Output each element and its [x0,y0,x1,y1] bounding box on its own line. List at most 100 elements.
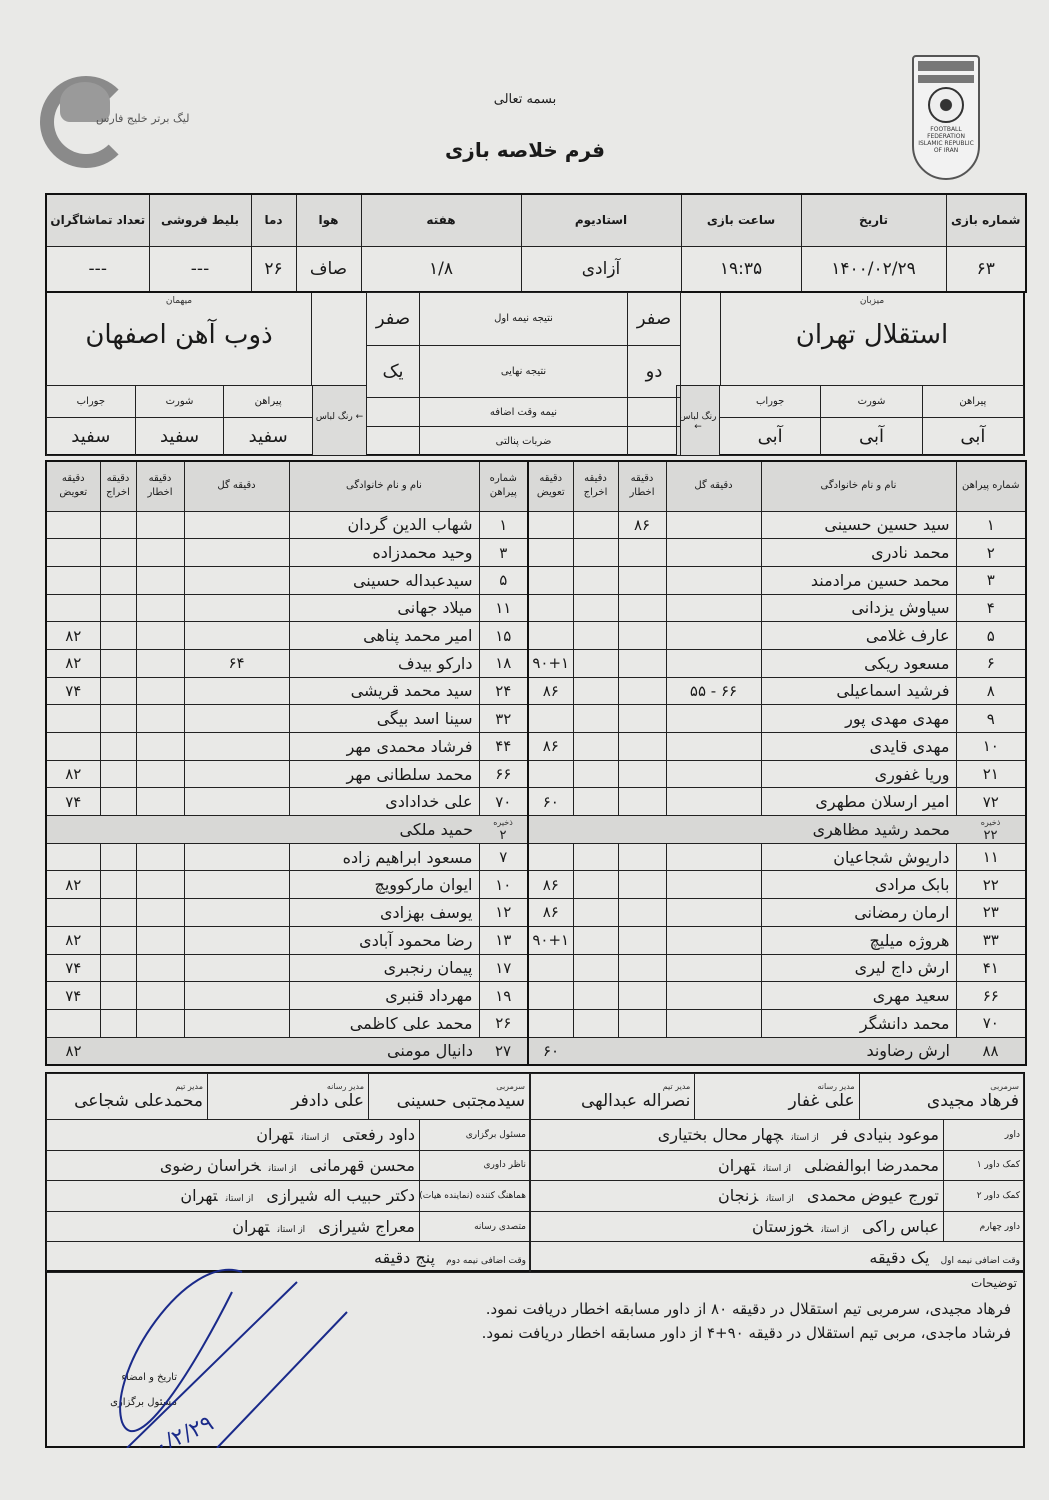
sub-minute [527,593,574,623]
teams-block: میزبان استقلال تهران پیراهن شورت جوراب آبی آ… [45,292,1025,456]
sub-minute: ۹۰+۱ [527,925,574,955]
federation-logo: FOOTBALL FEDERATION ISLAMIC REPUBLIC OF … [912,55,980,180]
player-name: محمد علی کاظمی [288,1008,480,1038]
sub-minute [45,538,101,567]
official-province: تهران [718,1155,756,1175]
player-row: ۷۰ علی خدادادی ۷۴ [45,787,529,817]
player-number: ۲۳ [955,898,1027,927]
red-minute [572,510,619,540]
result-label: ضربات پنالتی [419,426,628,456]
sub-minute [527,510,574,540]
player-row: ۱۰ مهدی قایدی ۸۶ [527,732,1027,761]
goal-minute [665,648,762,678]
host-kit-item-label: جوراب [718,385,822,418]
player-name: وریا غفوری [760,759,957,789]
red-minute [572,648,619,678]
guest-staff-table: سرمربی سیدمجتبی حسینی مدیر رسانه علی دادفر م… [46,1073,530,1120]
host-staff-2: مدیر تیم نصراله عبدالهی [529,1073,696,1120]
yellow-minute: ۸۶ [617,510,667,540]
result-label: نتیجه نهایی [419,344,628,399]
player-name: شهاب الدین گردان [288,510,480,540]
guest-kit: پیراهن شورت جوراب سفید سفید سفید [46,385,313,456]
official-role: داور چهارم [943,1210,1024,1243]
goal-minute [183,510,290,540]
goal-minute [183,676,290,706]
official-entry: داود رفعتی از استان تهران [46,1119,420,1151]
yellow-minute [135,593,185,623]
guest-kit-item-value: سفید [223,417,313,456]
player-name: هروژه میلیچ [760,925,957,955]
header-red: دقیقه اخراج [572,460,619,512]
player-name: بابک مرادی [760,870,957,900]
staff-name: نصراله عبدالهی [580,1091,691,1111]
sub-minute [527,759,574,789]
goal-minute [665,593,762,623]
goal-minute [183,870,290,900]
player-number-cell: ذخیره ۲ [479,815,529,844]
player-row: ۷۰ محمد دانشگر [527,1008,1027,1038]
red-minute [572,621,619,650]
player-row: ذخیره ۲۲ محمد رشید مظاهری [527,815,1027,844]
official-name: محمدرضا ابوالفضلی [804,1155,939,1175]
yellow-minute [135,648,185,678]
host-staff-1: مدیر رسانه علی غفار [694,1073,860,1120]
red-minute [99,648,137,678]
official-role: داور [943,1119,1024,1151]
yellow-minute [617,565,667,595]
player-number: ۴ [955,593,1027,623]
player-name: داریوش شجاعیان [760,842,957,872]
province-label: از استان [277,1225,306,1236]
match-info-label: تاریخ [800,193,947,247]
goal-minute [183,925,290,955]
player-number: ۹ [955,704,1027,733]
official-province: خوزستان [752,1217,814,1237]
official-role: کمک داور ۲ [943,1180,1024,1212]
match-info-value: ۱/۸ [360,245,522,293]
player-row: ۸ فرشید اسماعیلی ۶۶ - ۵۵ ۸۶ [527,676,1027,706]
goal-minute [665,565,762,595]
official-province: خراسان رضوی [159,1155,261,1175]
yellow-minute [135,981,185,1010]
red-minute [99,925,137,955]
player-number: ۲۱ [955,759,1027,789]
yellow-minute [135,676,185,706]
goal-minute [183,538,290,567]
goal-minute [665,510,762,540]
goal-minute [183,981,290,1010]
player-row: ۸۸ ارش رضاوند ۶۰ [527,1036,1027,1066]
match-info-value: ۲۶ [250,245,297,293]
sub-minute [45,510,101,540]
official-province: زنجان [717,1186,759,1206]
sub-minute: ۸۲ [45,648,101,678]
player-row: ۵ سیدعبداله حسینی [45,565,529,595]
red-minute [99,953,137,983]
player-row: ۴ سیاوش یزدانی [527,593,1027,623]
goal-minute [665,842,762,872]
red-minute [99,981,137,1010]
player-number: ۱۱ [478,593,529,623]
staff-role: مدیر تیم [662,1082,691,1091]
sub-minute [45,704,101,733]
player-number: ۲۲ [955,870,1027,900]
official-name: داود رفعتی [342,1125,415,1145]
player-number: ۶۶ [478,759,529,789]
province-label: از استان [268,1163,297,1174]
player-number: ۲ [499,828,507,844]
player-name: سعید مهری [760,981,957,1010]
match-info-label: دما [250,193,297,247]
player-number: ۴۴ [478,732,529,761]
goal-minute [183,593,290,623]
goal-minute [665,898,762,927]
player-row: ۲۶ محمد علی کاظمی [45,1008,529,1038]
sub-minute: ۹۰+۱ [527,648,574,678]
player-name: مهرداد قنبری [288,981,480,1010]
player-number: ۶۶ [955,981,1027,1010]
player-number: ۷ [478,842,529,872]
yellow-minute [617,759,667,789]
header-goal: دقیقه گل [665,460,762,512]
player-number: ۷۰ [478,787,529,817]
red-minute [572,732,619,761]
guest-kit-item-label: جوراب [46,385,136,418]
red-minute [99,593,137,623]
sub-minute [527,538,574,567]
